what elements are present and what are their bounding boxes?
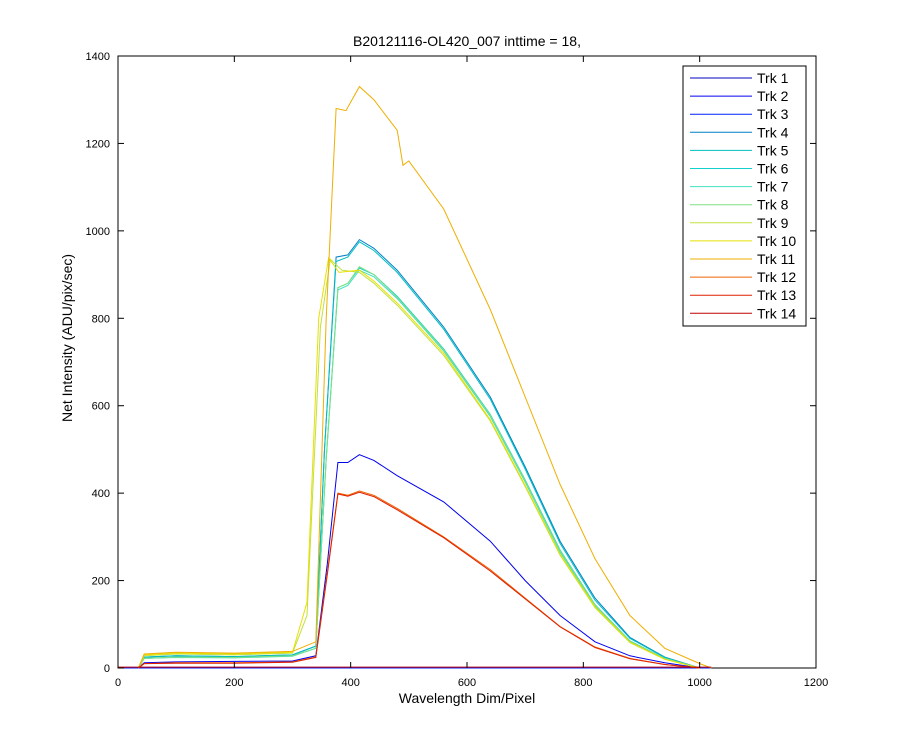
legend-label-trk-5: Trk 5 bbox=[757, 142, 789, 158]
x-tick-label: 600 bbox=[458, 677, 476, 689]
legend-label-trk-10: Trk 10 bbox=[757, 233, 796, 249]
y-tick-label: 800 bbox=[92, 313, 110, 325]
axis-ticks: 0 200 400 600 800 1000 1200 0 200 400 600 800 1000 12… bbox=[86, 51, 829, 689]
chart-title: B20121116-OL420_007 inttime = 18, bbox=[353, 33, 581, 49]
series-line-trk-10 bbox=[137, 256, 700, 669]
x-tick-label: 1000 bbox=[687, 677, 711, 689]
x-tick-label: 0 bbox=[115, 677, 121, 689]
series-line-trk-11 bbox=[137, 85, 712, 669]
legend-label-trk-1: Trk 1 bbox=[757, 70, 789, 86]
series-layer bbox=[118, 85, 712, 669]
legend-label-trk-14: Trk 14 bbox=[757, 305, 796, 321]
x-tick-label: 1200 bbox=[804, 677, 828, 689]
legend-label-trk-6: Trk 6 bbox=[757, 161, 789, 177]
legend-label-trk-3: Trk 3 bbox=[757, 106, 789, 122]
x-tick-label: 800 bbox=[574, 677, 592, 689]
legend-label-trk-2: Trk 2 bbox=[757, 88, 789, 104]
legend: Trk 1 Trk 2 Trk 3 Trk 4 Trk 5 Trk 6 Trk 7 Trk 8… bbox=[682, 65, 807, 327]
legend-label-trk-7: Trk 7 bbox=[757, 179, 789, 195]
legend-label-trk-9: Trk 9 bbox=[757, 215, 789, 231]
legend-label-trk-8: Trk 8 bbox=[757, 197, 789, 213]
legend-label-trk-11: Trk 11 bbox=[757, 251, 795, 267]
series-line-trk-8 bbox=[137, 266, 700, 669]
legend-label-trk-4: Trk 4 bbox=[757, 124, 789, 140]
x-tick-label: 200 bbox=[225, 677, 243, 689]
series-line-trk-13 bbox=[138, 491, 700, 669]
y-tick-label: 1400 bbox=[86, 51, 110, 63]
x-tick-label: 400 bbox=[341, 677, 359, 689]
legend-label-trk-12: Trk 12 bbox=[757, 269, 796, 285]
legend-box bbox=[682, 65, 807, 327]
y-tick-label: 0 bbox=[104, 663, 110, 675]
y-tick-label: 600 bbox=[92, 401, 110, 413]
series-line-trk-2 bbox=[138, 454, 700, 669]
y-tick-label: 200 bbox=[92, 576, 110, 588]
y-axis-title: Net Intensity (ADU/pix/sec) bbox=[59, 254, 75, 422]
y-tick-label: 1200 bbox=[86, 138, 110, 150]
x-axis-title: Wavelength Dim/Pixel bbox=[399, 690, 535, 706]
y-tick-label: 400 bbox=[92, 488, 110, 500]
series-line-trk-5 bbox=[137, 241, 700, 669]
legend-label-trk-13: Trk 13 bbox=[757, 287, 796, 303]
y-tick-label: 1000 bbox=[86, 226, 110, 238]
